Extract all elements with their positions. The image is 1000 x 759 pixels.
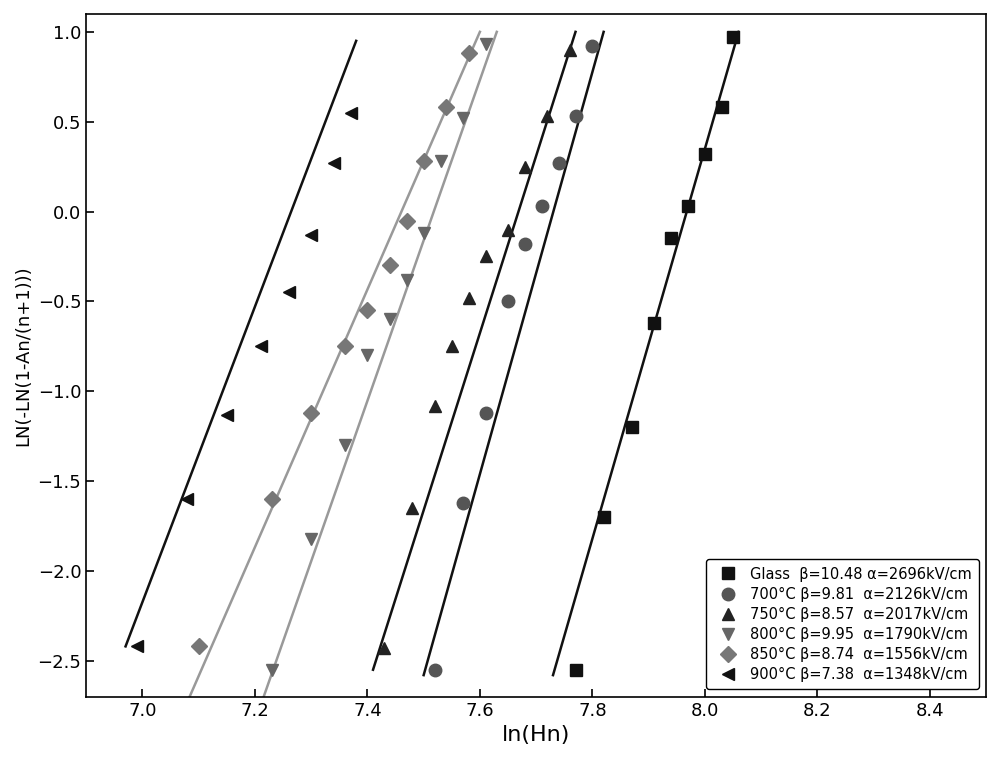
Legend: Glass  β=10.48 α=2696kV/cm, 700°C β=9.81  α=2126kV/cm, 750°C β=8.57  α=2017kV/cm: Glass β=10.48 α=2696kV/cm, 700°C β=9.81 … xyxy=(706,559,979,689)
X-axis label: ln(Hn): ln(Hn) xyxy=(502,725,570,745)
Y-axis label: LN(-LN(1-An/(n+1))): LN(-LN(1-An/(n+1))) xyxy=(14,265,32,446)
